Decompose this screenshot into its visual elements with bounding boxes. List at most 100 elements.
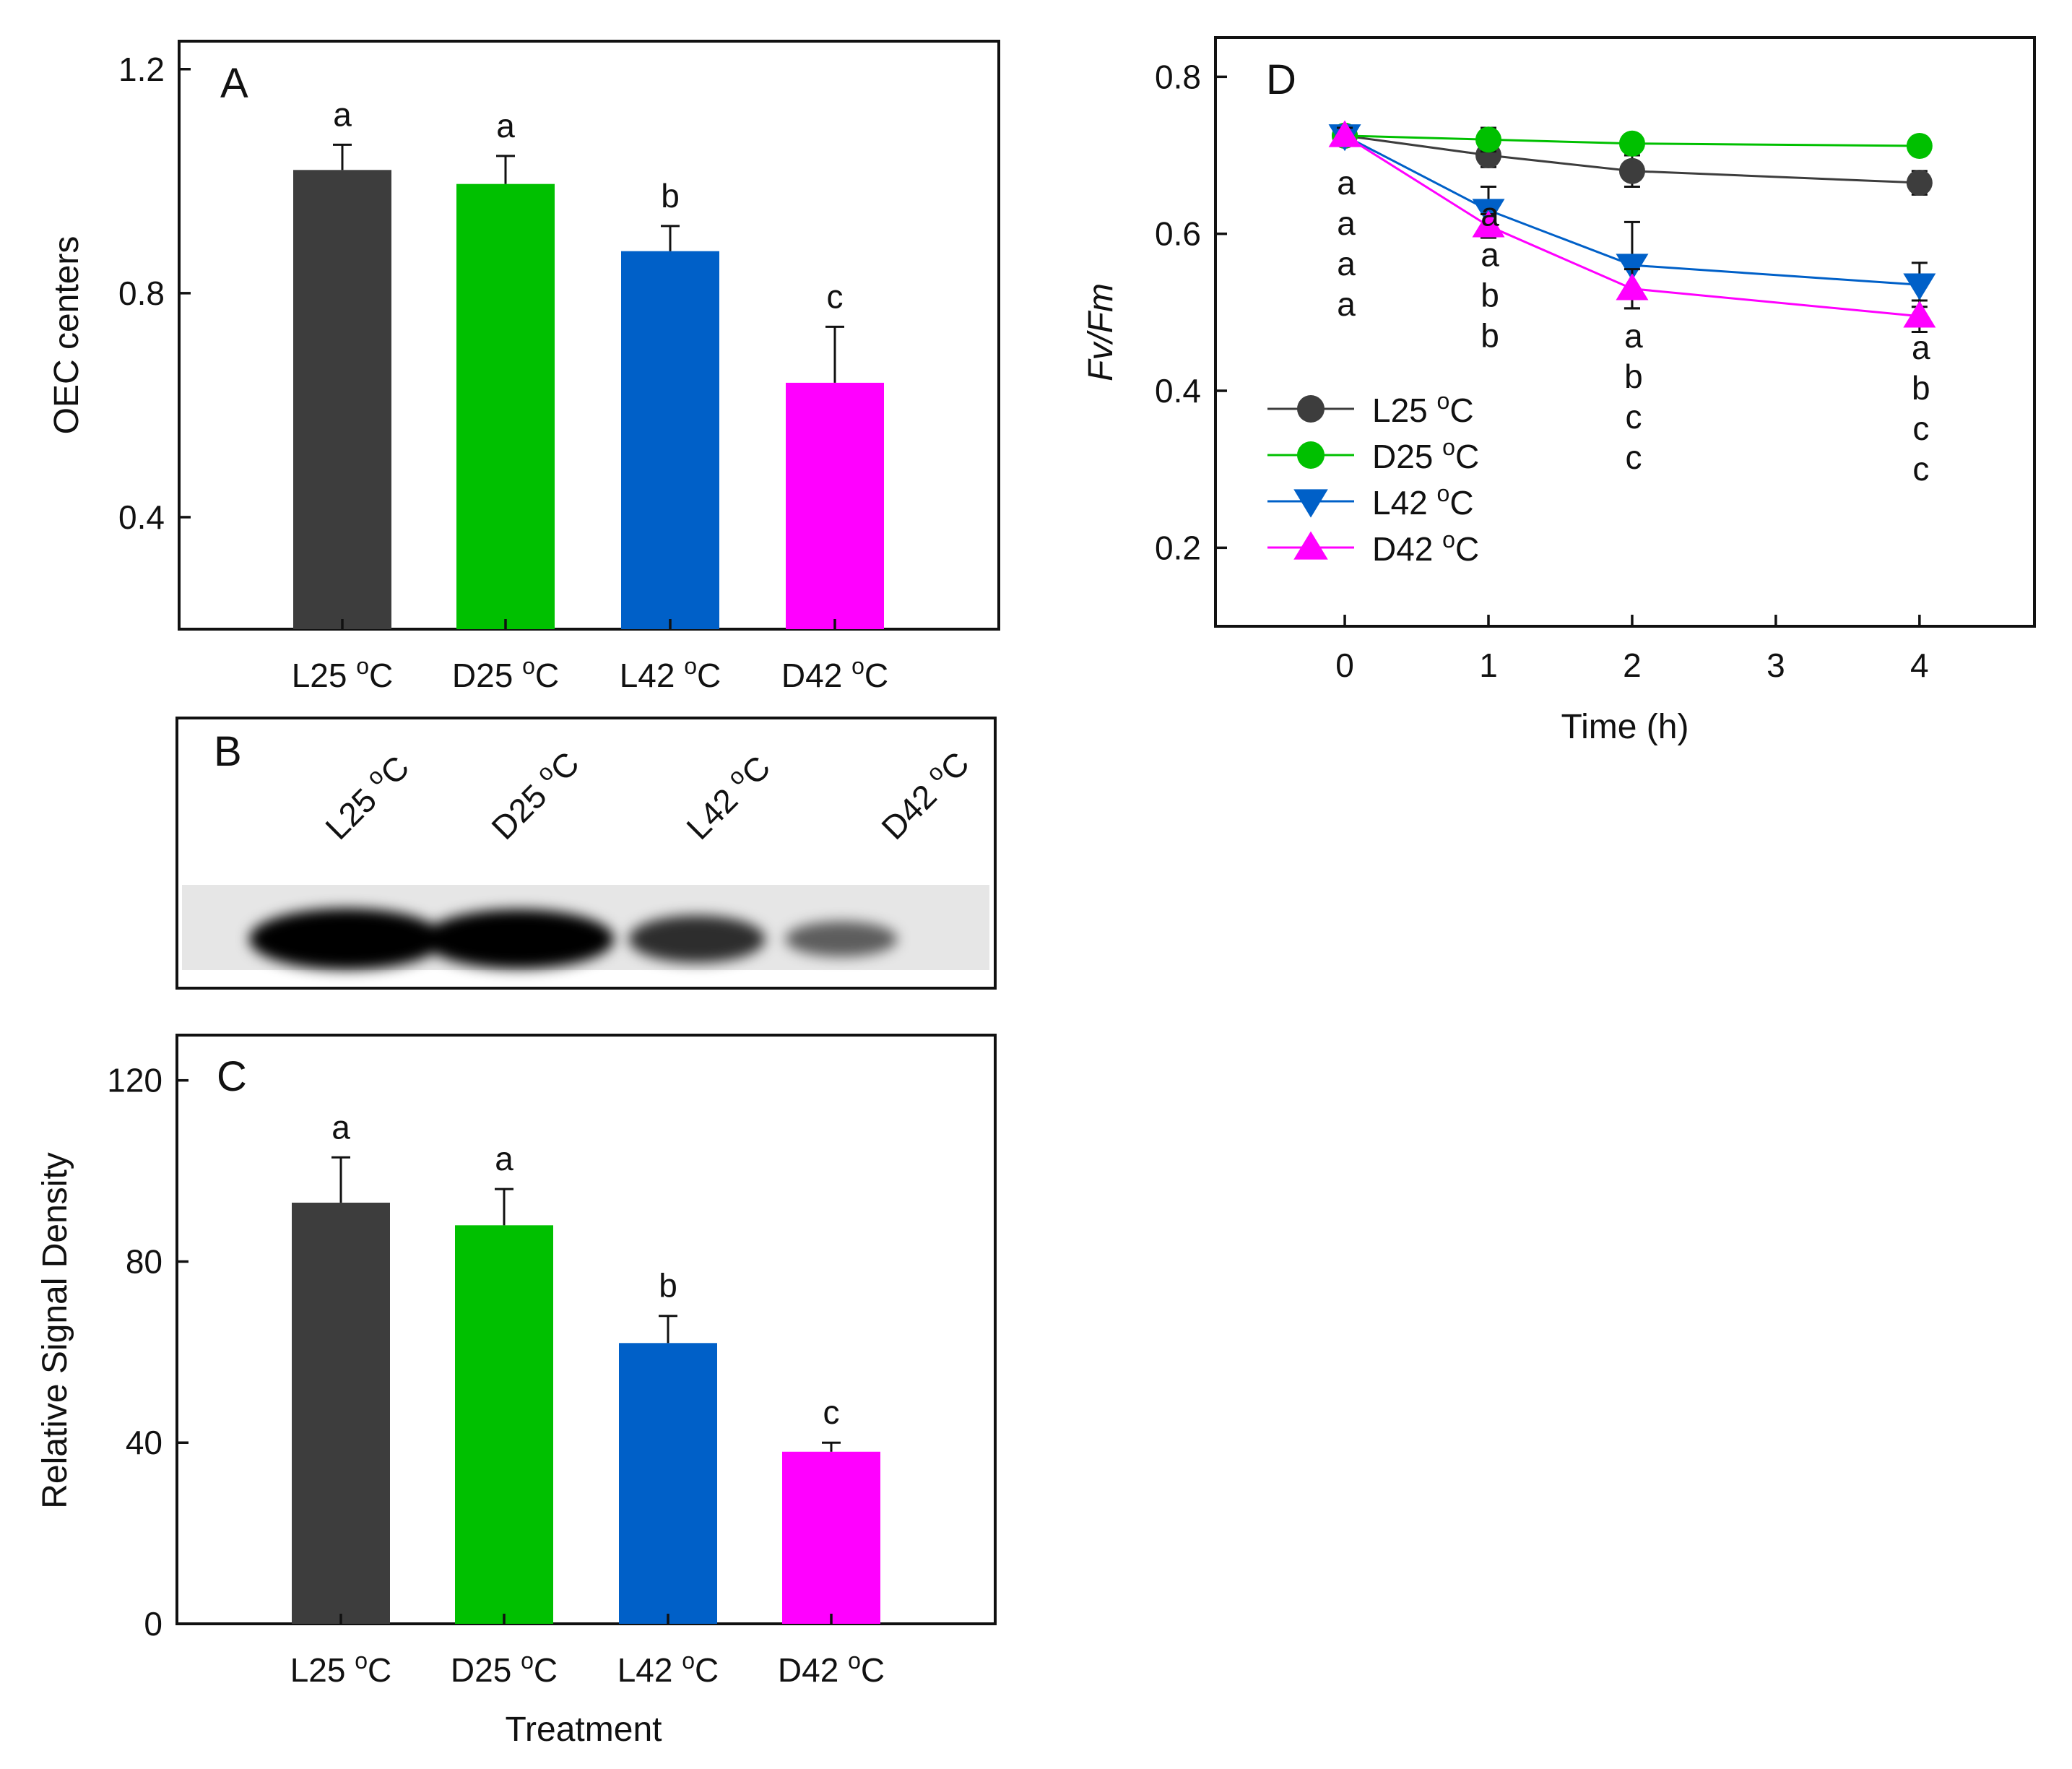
panel-a-y-tick-label: 1.2	[118, 51, 165, 88]
panel-b-letter: B	[214, 728, 242, 775]
panel-d-significance-letter: b	[1481, 317, 1499, 355]
panel-b-lane-label: D25 oC	[482, 742, 586, 847]
panel-d-legend-marker	[1293, 489, 1328, 518]
panel-d-y-tick-label: 0.6	[1155, 215, 1201, 253]
panel-c-letter: C	[217, 1053, 247, 1100]
panel-b-frame	[175, 717, 997, 990]
panel-d-series-group	[1328, 120, 1936, 333]
panel-d-x-tick-label: 4	[1910, 646, 1929, 684]
panel-a-letter: A	[220, 60, 248, 107]
panel-a-bar	[456, 183, 555, 629]
panel-a-bar	[293, 170, 391, 630]
panel-d-significance-letter: a	[1481, 236, 1499, 274]
panel-d-data-point	[1618, 157, 1645, 184]
panel-c-significance-letter: a	[495, 1140, 513, 1177]
panel-d-significance-letter: c	[1625, 438, 1642, 476]
panel-c-x-tick-label: L42 oC	[617, 1648, 719, 1689]
panel-d-x-tick-label: 3	[1767, 646, 1785, 684]
panel-d-y-tick-label: 0.8	[1155, 58, 1201, 95]
panel-d-series-group	[1332, 122, 1933, 159]
blot-bands	[249, 908, 898, 970]
blot-band	[785, 921, 898, 957]
panel-d-significance-letter: a	[1337, 204, 1356, 242]
panel-d-data-point	[1328, 120, 1361, 147]
panel-c-x-tick-label: D42 oC	[778, 1648, 885, 1689]
panel-b-lane-labels: L25 oC D25 oC L42 oC D42 oC	[316, 742, 976, 847]
panel-b-lane-label: L42 oC	[677, 745, 778, 847]
panel-b-lane-label: L25 oC	[316, 745, 417, 847]
panel-d-x-axis: 0 1 2 3 4	[1335, 615, 1929, 684]
panel-a-y-axis-title: OEC centers	[48, 236, 86, 435]
panel-d-legend-label: D42 oC	[1372, 527, 1479, 568]
panel-d-y-axis-title: Fv/Fm	[1082, 283, 1120, 381]
panel-c-significance-letter: b	[659, 1267, 677, 1305]
panel-c-frame	[175, 1034, 997, 1625]
panel-c-x-axis-title: Treatment	[506, 1710, 662, 1749]
panel-c-signal-density-bar-chart: C 0 40 80 120 a a b c L25 oC D25 oC L42 oC D42 oC…	[36, 1034, 997, 1749]
panel-d-legend-marker	[1297, 441, 1325, 469]
panel-a-x-tick-labels: L25 oC D25 oC L42 oC D42 oC	[292, 619, 888, 694]
panel-a-bar	[621, 251, 719, 629]
panel-d-y-tick-label: 0.2	[1155, 529, 1201, 566]
panel-c-significance-letter: c	[823, 1393, 840, 1431]
panel-d-series	[1328, 120, 1936, 333]
panel-d-data-point	[1616, 273, 1649, 300]
panel-c-bar	[619, 1343, 717, 1624]
panel-d-data-point	[1616, 254, 1649, 281]
panel-d-x-axis-title: Time (h)	[1561, 708, 1689, 746]
panel-a-y-tick-label: 0.8	[118, 274, 165, 312]
panel-d-x-tick-label: 2	[1623, 646, 1642, 684]
panel-d-significance-letter: a	[1337, 285, 1356, 323]
blot-band	[628, 915, 766, 963]
panel-d-significance-letter: c	[1912, 410, 1929, 447]
panel-d-significance-letter: c	[1912, 450, 1929, 488]
panel-d-data-point	[1906, 132, 1933, 159]
panel-c-x-tick-label: D25 oC	[451, 1648, 558, 1689]
panel-d-series-line	[1344, 134, 1920, 286]
panel-d-legend-label: D25 oC	[1372, 434, 1479, 475]
panel-d-series-line	[1345, 134, 1920, 147]
panel-c-bar	[782, 1451, 880, 1624]
panel-c-x-tick-labels: L25 oC D25 oC L42 oC D42 oC	[290, 1614, 885, 1689]
panel-c-bars: a a b c	[292, 1108, 880, 1624]
panel-d-series-line	[1344, 134, 1920, 318]
panel-c-y-axis-title: Relative Signal Density	[36, 1152, 74, 1509]
panel-d-data-point	[1903, 273, 1936, 300]
panel-c-bar	[455, 1225, 553, 1624]
panel-a-significance-letter: b	[661, 177, 680, 215]
panel-d-legend-label: L42 oC	[1372, 480, 1474, 522]
panel-c-y-tick-label: 120	[107, 1062, 162, 1099]
panel-a-x-tick-label: L42 oC	[620, 653, 721, 694]
panel-d-data-point	[1475, 126, 1501, 153]
panel-a-bar	[786, 382, 884, 629]
panel-d-data-point	[1906, 170, 1933, 196]
panel-d-data-point	[1618, 130, 1645, 157]
panel-d-frame	[1214, 36, 2036, 628]
panel-d-significance-letter: a	[1337, 245, 1356, 282]
panel-d-legend-marker	[1293, 531, 1328, 560]
panel-d-letter: D	[1266, 56, 1296, 103]
panel-a-significance-letter: c	[827, 277, 844, 315]
panel-a-bars: a a b c	[293, 95, 884, 630]
panel-a-oec-centers-bar-chart: A 0.4 0.8 1.2 a a b c L25 oC D25 oC L42 oC D42 o…	[48, 40, 1000, 694]
panel-b-western-blot: B L25 oC D25 oC L42 oC D42 oC	[175, 717, 997, 990]
blot-band	[249, 908, 444, 970]
panel-c-significance-letter: a	[331, 1108, 350, 1146]
panel-a-significance-letter: a	[496, 107, 515, 144]
panel-d-significance-letter: a	[1337, 164, 1356, 202]
panel-b-lane-label: D42 oC	[872, 742, 976, 847]
panel-d-significance-letter: a	[1912, 329, 1930, 366]
panel-a-x-tick-label: D25 oC	[452, 653, 559, 694]
panel-a-significance-letter: a	[333, 95, 352, 133]
panel-a-y-tick-label: 0.4	[118, 498, 165, 536]
panel-c-y-axis: 0 40 80 120	[107, 1062, 188, 1643]
panel-c-bar	[292, 1202, 390, 1624]
blot-band	[422, 909, 615, 969]
panel-c-y-tick-label: 80	[126, 1242, 162, 1280]
panel-d-series-group	[1328, 124, 1936, 310]
panel-d-y-tick-label: 0.4	[1155, 372, 1201, 410]
panel-d-series-line	[1344, 134, 1920, 184]
panel-c-y-tick-label: 40	[126, 1424, 162, 1461]
panel-d-significance-letter: b	[1481, 277, 1499, 314]
